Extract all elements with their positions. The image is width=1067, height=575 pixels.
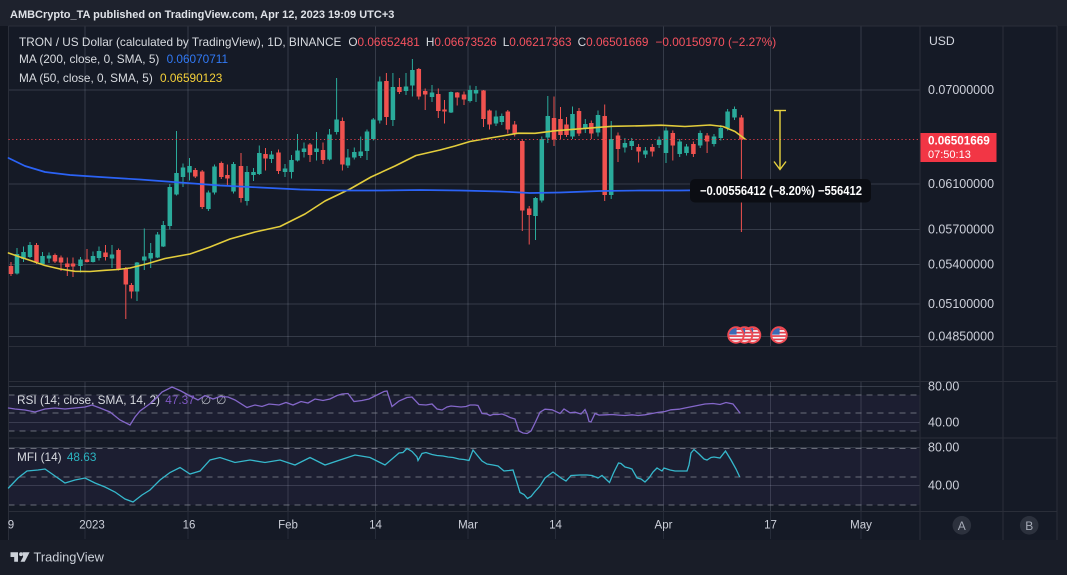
- svg-text:0.05400000: 0.05400000: [928, 258, 994, 272]
- svg-text:80.00: 80.00: [928, 441, 959, 455]
- svg-text:0.04850000: 0.04850000: [928, 330, 994, 344]
- svg-text:07:50:13: 07:50:13: [928, 149, 971, 161]
- svg-text:16: 16: [183, 520, 196, 532]
- svg-text:2023: 2023: [79, 520, 105, 532]
- svg-text:MA (200, close, 0, SMA, 5) 0.0: MA (200, close, 0, SMA, 5) 0.06070711: [19, 52, 228, 66]
- svg-text:80.00: 80.00: [928, 380, 959, 394]
- svg-text:9: 9: [8, 520, 14, 532]
- svg-text:Mar: Mar: [458, 520, 478, 532]
- svg-text:AMBCrypto_TA published on Trad: AMBCrypto_TA published on TradingView.co…: [10, 9, 394, 21]
- svg-text:TradingView: TradingView: [34, 550, 105, 565]
- svg-text:40.00: 40.00: [928, 416, 959, 430]
- svg-text:TRON / US Dollar (calculated b: TRON / US Dollar (calculated by TradingV…: [19, 35, 776, 49]
- svg-text:Feb: Feb: [278, 520, 298, 532]
- svg-text:−0.00556412 (−8.20%) −556412: −0.00556412 (−8.20%) −556412: [700, 184, 862, 198]
- svg-text:MA (50, close, 0, SMA, 5) 0.06: MA (50, close, 0, SMA, 5) 0.06590123: [19, 71, 223, 85]
- svg-text:RSI (14; close, SMA, 14, 2) 47: RSI (14; close, SMA, 14, 2) 47.37 ∅ ∅: [17, 393, 226, 407]
- svg-text:0.05700000: 0.05700000: [928, 223, 994, 237]
- svg-text:May: May: [850, 520, 872, 532]
- svg-text:USD: USD: [929, 34, 955, 48]
- svg-text:B: B: [1025, 519, 1033, 533]
- svg-text:14: 14: [549, 520, 562, 532]
- svg-text:A: A: [958, 519, 966, 533]
- svg-text:MFI (14) 48.63: MFI (14) 48.63: [17, 450, 97, 464]
- svg-text:Apr: Apr: [655, 520, 673, 532]
- svg-text:0.05100000: 0.05100000: [928, 297, 994, 311]
- svg-text:0.07000000: 0.07000000: [928, 83, 994, 97]
- svg-text:17: 17: [764, 520, 777, 532]
- svg-text:14: 14: [369, 520, 382, 532]
- svg-text:40.00: 40.00: [928, 479, 959, 493]
- svg-text:0.06501669: 0.06501669: [928, 135, 990, 148]
- svg-text:0.06100000: 0.06100000: [928, 177, 994, 191]
